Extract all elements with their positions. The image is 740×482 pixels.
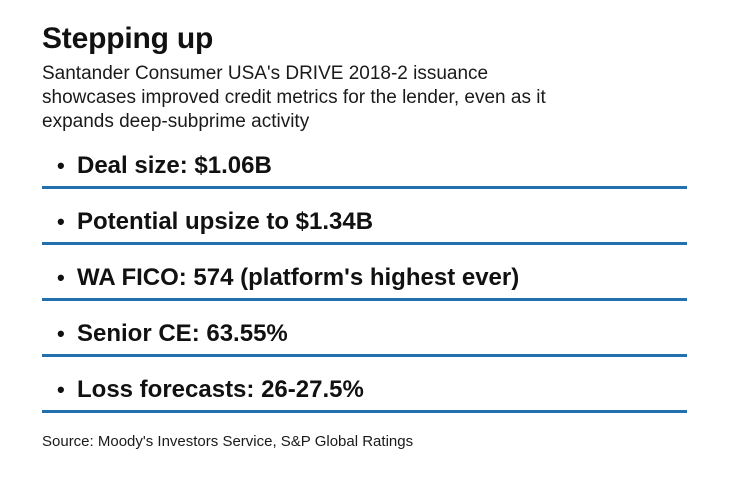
source-note: Source: Moody's Investors Service, S&P G… (42, 433, 414, 450)
fact-item-label: Loss forecasts: 26-27.5% (77, 376, 364, 403)
bullet-icon: • (57, 153, 65, 178)
subtitle-line: showcases improved credit metrics for th… (42, 87, 546, 108)
fact-item: • Loss forecasts: 26-27.5% (42, 376, 687, 413)
bullet-icon: • (57, 265, 65, 290)
fact-list: • Deal size: $1.06B • Potential upsize t… (42, 152, 687, 413)
page-title: Stepping up (42, 22, 214, 55)
bullet-icon: • (57, 377, 65, 402)
fact-item-label: Deal size: $1.06B (77, 152, 272, 179)
fact-item: • WA FICO: 574 (platform's highest ever) (42, 264, 687, 301)
fact-item: • Senior CE: 63.55% (42, 320, 687, 357)
fact-item: • Potential upsize to $1.34B (42, 208, 687, 245)
subtitle-line: Santander Consumer USA's DRIVE 2018-2 is… (42, 63, 489, 84)
bullet-icon: • (57, 321, 65, 346)
fact-item-label: Senior CE: 63.55% (77, 320, 288, 347)
fact-item: • Deal size: $1.06B (42, 152, 687, 189)
fact-item-label: Potential upsize to $1.34B (77, 208, 374, 235)
page-subtitle: Santander Consumer USA's DRIVE 2018-2 is… (42, 62, 687, 134)
bullet-icon: • (57, 209, 65, 234)
fact-item-label: WA FICO: 574 (platform's highest ever) (77, 264, 520, 291)
subtitle-line: expands deep-subprime activity (42, 111, 310, 132)
